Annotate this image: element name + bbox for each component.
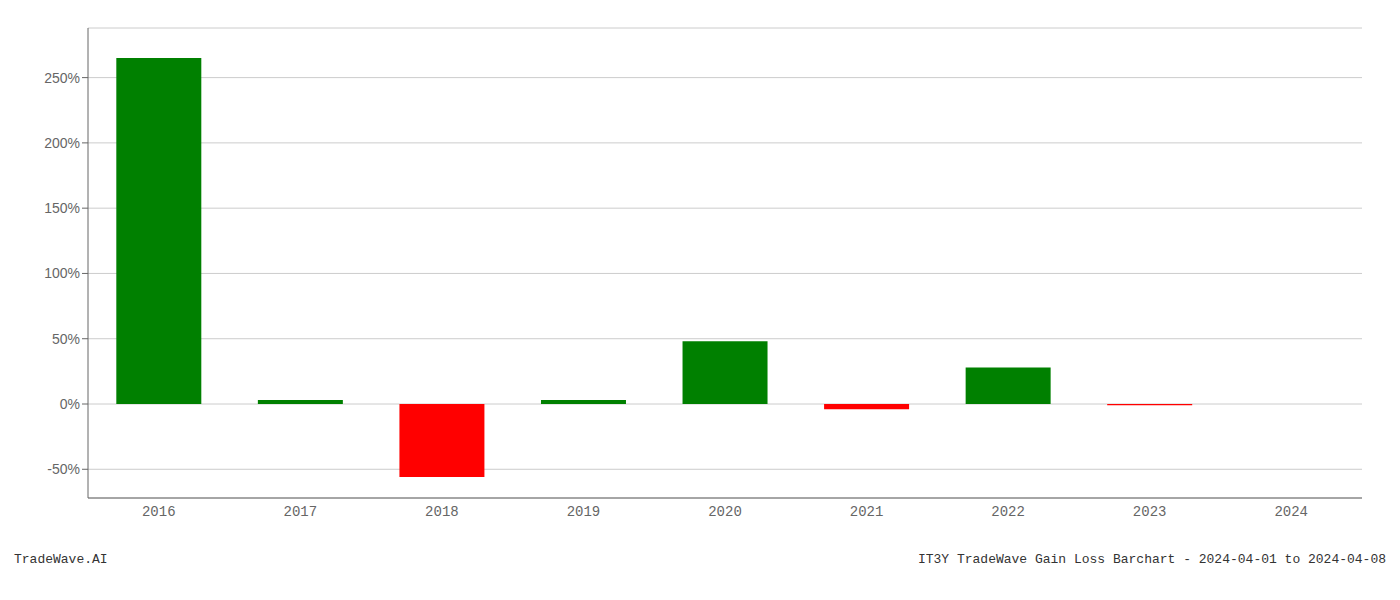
svg-text:2023: 2023 (1133, 504, 1167, 520)
svg-text:2024: 2024 (1274, 504, 1308, 520)
html-text:TradeWave.AI: TradeWave.AI (14, 552, 108, 567)
svg-text:2018: 2018 (425, 504, 459, 520)
svg-text:-50%: -50% (47, 461, 80, 477)
svg-text:250%: 250% (44, 70, 80, 86)
svg-text:50%: 50% (52, 331, 80, 347)
html-text:IT3Y TradeWave Gain Loss Barch: IT3Y TradeWave Gain Loss Barchart - 2024… (917, 552, 1386, 567)
svg-text:2017: 2017 (284, 504, 318, 520)
svg-text:2022: 2022 (991, 504, 1025, 520)
svg-text:2021: 2021 (850, 504, 884, 520)
svg-text:150%: 150% (44, 200, 80, 216)
svg-text:2019: 2019 (567, 504, 601, 520)
svg-text:0%: 0% (60, 396, 80, 412)
svg-text:200%: 200% (44, 135, 80, 151)
svg-text:2020: 2020 (708, 504, 742, 520)
svg-text:100%: 100% (44, 265, 80, 281)
svg-text:2016: 2016 (142, 504, 176, 520)
